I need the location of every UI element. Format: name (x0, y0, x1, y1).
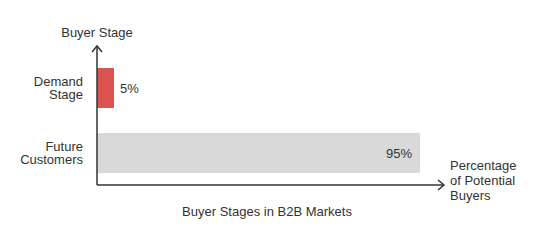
html-text:Percentage of Potential Buyers: Percentage of Potential Buyers (450, 158, 517, 203)
html-text:Buyer Stages in B2B Markets: Buyer Stages in B2B Markets (182, 204, 352, 219)
html-text:Buyer Stage: Buyer Stage (61, 25, 133, 40)
svg-text:FutureCustomers: FutureCustomers (20, 139, 83, 167)
svg-text:5%: 5% (120, 81, 139, 96)
svg-text:95%: 95% (386, 146, 412, 161)
svg-text:DemandStage: DemandStage (34, 74, 83, 102)
